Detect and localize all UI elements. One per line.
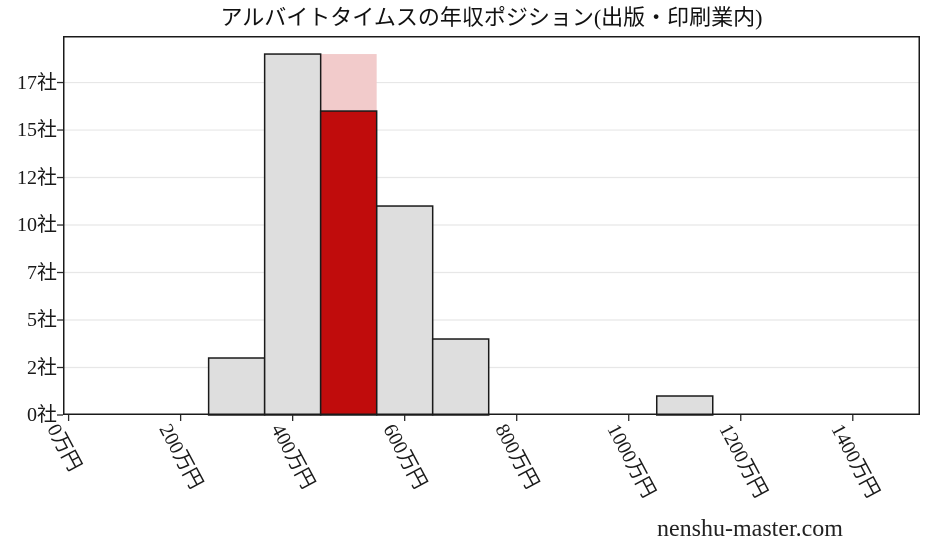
y-tick-label: 5社 [27,309,57,331]
y-tick-label: 10社 [17,214,57,237]
y-tick-label: 7社 [27,261,57,284]
plot-border [63,36,920,415]
chart-title: アルバイトタイムスの年収ポジション(出版・印刷業内) [220,5,763,30]
histogram-bar-industry [655,395,714,416]
y-tick-label: 17社 [17,71,57,94]
y-tick-label: 0社 [27,404,57,426]
histogram-bar-industry [207,357,266,416]
histogram-bar-industry [375,205,434,416]
y-tick-label: 12社 [17,166,57,189]
histogram-bar-industry [263,53,322,416]
histogram-bar-industry [431,338,490,416]
y-tick-label: 15社 [17,119,57,142]
histogram-bar-company [319,110,378,416]
y-tick-label: 2社 [27,356,57,379]
watermark-text: nenshu-master.com [657,516,843,542]
